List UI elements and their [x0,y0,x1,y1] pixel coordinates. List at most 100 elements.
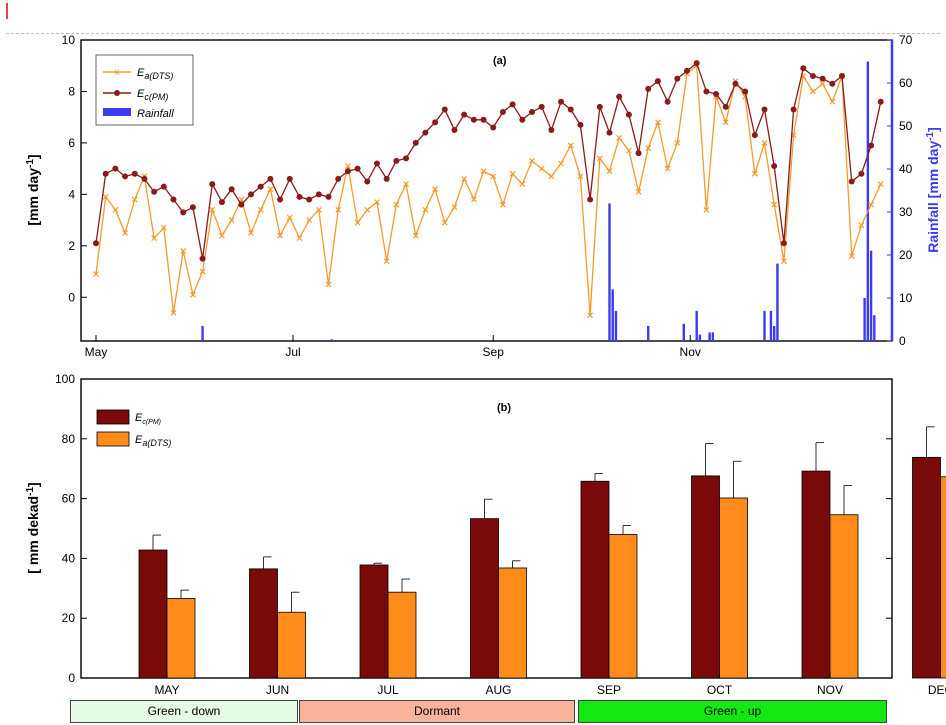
ea-dts-point [112,206,119,213]
legend-ec-marker [114,90,120,96]
rainfall-bar [776,263,779,341]
ec-pm-point [344,168,351,175]
panel-b-bars [138,426,946,679]
ea-dts-point [296,235,303,242]
ea-dts-point [529,157,535,164]
y-tick-label: 60 [62,492,76,506]
ea-dts-point [703,206,710,213]
ea-dts-point [538,165,545,172]
ea-dts-point [441,219,448,226]
ea-dts-point [499,201,506,208]
y-tick-label: 20 [62,611,76,625]
ec-pm-point [703,88,710,95]
ec-pm-point [800,65,807,72]
ec-pm-point [412,139,419,146]
ec-pm-point [228,186,235,193]
ea-dts-point [470,196,477,203]
ec-pm-point [684,67,690,74]
ec-pm-point [102,170,109,177]
ec-pm-point [267,175,274,182]
ec-pm-point [354,165,361,172]
ea-dts-point [751,170,758,177]
ec-pm-point [635,150,642,157]
ea-dts-point [858,222,865,229]
ea-dts-bar [277,611,306,679]
phase-dormant: Dormant [299,700,575,723]
page-top-rule [6,33,940,34]
ea-dts-point [480,168,487,175]
ea-dts-point [315,206,322,213]
ec-pm-point [713,91,720,98]
ea-dts-point [248,230,254,236]
ec-pm-point [645,85,652,92]
x-tick-label: SEP [597,683,621,697]
ec-pm-point [674,75,681,82]
ec-pm-point [131,170,138,177]
rainfall-bar [695,310,698,341]
ea-dts-point [780,258,787,265]
ec-pm-point [858,170,865,177]
ec-pm-point [616,93,623,100]
ec-pm-bar [580,480,610,679]
ec-pm-point [122,173,129,180]
ea-dts-point [810,88,816,95]
ea-dts-point [461,175,468,182]
ec-pm-point [296,193,303,200]
ec-pm-bar [691,475,720,679]
ea-dts-line [95,64,882,316]
ec-pm-point [170,196,177,203]
right-tick-label: 0 [899,334,906,348]
ea-dts-point [596,155,603,162]
ec-pm-point [160,183,167,190]
ec-pm-point [199,255,206,262]
rainfall-bar [201,325,204,341]
ea-dts-point [432,186,439,193]
ea-dts-point [645,145,652,151]
ea-dts-point [664,165,671,172]
ec-pm-point [470,116,477,123]
x-tick-label: DEC [928,683,946,697]
ea-dts-bar [498,567,527,679]
ec-pm-bar [138,549,168,679]
ec-pm-point [606,129,613,136]
ea-dts-point [848,253,855,260]
rainfall-bar [708,332,711,341]
ea-dts-point [189,291,196,298]
panel-a-label: (a) [493,55,507,67]
ea-dts-point [286,214,293,221]
legend-rain-swatch [103,108,131,116]
ea-dts-point [490,173,497,180]
x-tick-label: May [85,345,108,359]
ea-dts-point [160,224,167,231]
ec-pm-point [848,178,855,185]
ec-pm-point [151,188,158,195]
rainfall-bar [611,289,614,341]
ec-pm-point [722,103,729,110]
ea-dts-point [403,181,409,187]
ea-dts-point [722,119,729,126]
ea-dts-bar [829,514,859,679]
ec-pm-point [509,101,516,108]
ec-pm-point [790,106,797,113]
ec-pm-point [761,106,768,113]
y-tick-label: 100 [55,372,75,386]
ea-dts-bar [719,497,748,679]
ec-pm-point [771,163,778,170]
y-tick-label: 8 [68,84,75,98]
ea-dts-point [587,312,594,319]
legend-rain-label: Rainfall [137,108,174,120]
ec-pm-point [809,73,816,80]
ec-pm-point [654,78,661,85]
rainfall-bar [647,325,650,341]
ec-pm-point [461,111,468,118]
rainfall-bar [711,332,715,341]
panel-a-ylabel-right: Rainfall [mm day-1] [925,127,941,253]
x-tick-label: MAY [154,683,179,697]
y-tick-label: 4 [68,187,75,201]
x-tick-label: NOV [817,683,843,697]
chart-figure: (a) 0 2 4 6 8 10 0 10 20 30 40 50 60 70 May Jul Sep Nov… [25,33,946,697]
rainfall-bar [608,203,611,341]
ea-dts-point [306,217,313,224]
ec-pm-point [141,175,148,182]
right-tick-label: 30 [899,205,913,219]
